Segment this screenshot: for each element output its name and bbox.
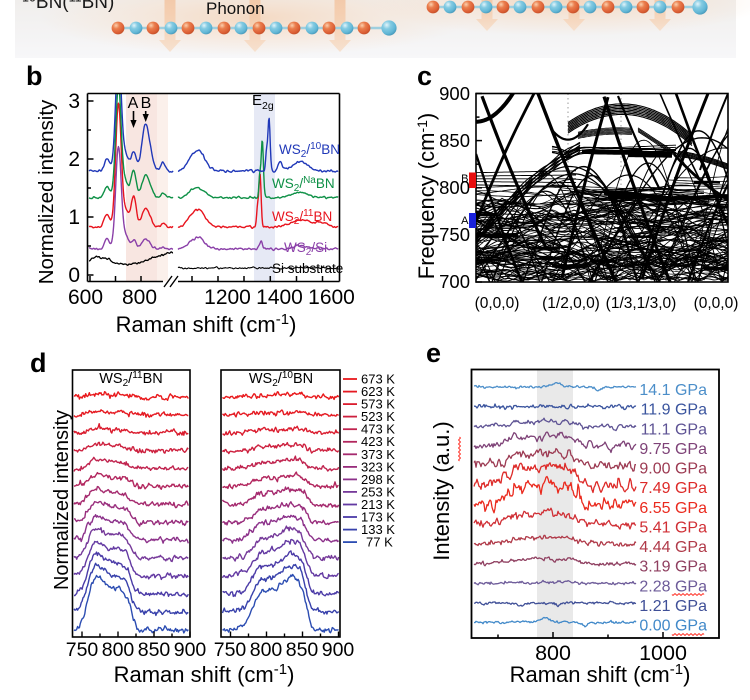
- svg-text:133 K: 133 K: [361, 522, 395, 537]
- svg-text:(1/3,1/3,0): (1/3,1/3,0): [606, 295, 677, 312]
- svg-text:298 K: 298 K: [361, 472, 395, 487]
- svg-text:(0,0,0): (0,0,0): [694, 295, 739, 312]
- svg-text:0: 0: [68, 264, 80, 287]
- svg-text:800: 800: [535, 641, 571, 665]
- svg-text:900: 900: [174, 639, 207, 661]
- svg-text:423 K: 423 K: [361, 434, 395, 449]
- svg-text:700: 700: [439, 271, 470, 292]
- svg-text:750: 750: [66, 639, 99, 661]
- svg-text:900: 900: [439, 83, 470, 104]
- svg-text:WS2/10BN: WS2/10BN: [279, 141, 340, 160]
- svg-text:B: B: [461, 173, 468, 185]
- svg-text:7.49 GPa: 7.49 GPa: [639, 480, 707, 497]
- svg-text:600: 600: [68, 286, 103, 309]
- svg-text:850: 850: [138, 639, 171, 661]
- svg-text:WS2/Si: WS2/Si: [284, 240, 327, 258]
- svg-text:A: A: [128, 95, 139, 112]
- svg-text:Raman shift (cm-1): Raman shift (cm-1): [114, 661, 295, 687]
- svg-text:523 K: 523 K: [361, 409, 395, 424]
- svg-text:14.1 GPa: 14.1 GPa: [639, 382, 707, 399]
- svg-text:Si substrate: Si substrate: [272, 261, 343, 276]
- svg-text:WS2/11BN: WS2/11BN: [99, 370, 163, 389]
- svg-text:573 K: 573 K: [361, 397, 395, 412]
- svg-text:2: 2: [68, 148, 80, 171]
- svg-text:1400: 1400: [256, 286, 303, 309]
- svg-text:800: 800: [102, 639, 135, 661]
- svg-text:Raman shift (cm-1): Raman shift (cm-1): [116, 311, 297, 337]
- svg-text:3.19 GPa: 3.19 GPa: [639, 559, 707, 576]
- svg-text:5.41 GPa: 5.41 GPa: [639, 519, 707, 536]
- svg-text:Raman shift (cm-1): Raman shift (cm-1): [510, 661, 691, 687]
- svg-text:Frequency (cm-1): Frequency (cm-1): [414, 113, 439, 280]
- svg-text:Normalized intensity: Normalized intensity: [51, 410, 73, 590]
- svg-text:900: 900: [322, 639, 355, 661]
- svg-text:673 K: 673 K: [361, 372, 395, 387]
- svg-text:2.28 GPa: 2.28 GPa: [639, 578, 707, 595]
- svg-text:b: b: [26, 61, 43, 91]
- svg-text:A: A: [461, 215, 469, 227]
- svg-text:WS2/10BN: WS2/10BN: [249, 370, 313, 389]
- svg-text:800: 800: [122, 286, 157, 309]
- svg-text:1000: 1000: [639, 641, 687, 665]
- svg-text:6.55 GPa: 6.55 GPa: [639, 500, 707, 517]
- svg-text:253 K: 253 K: [361, 484, 395, 499]
- svg-text:750: 750: [439, 224, 470, 245]
- svg-text:Intensity (a.u.): Intensity (a.u.): [429, 421, 454, 560]
- svg-text:B: B: [141, 95, 152, 112]
- svg-text:c: c: [417, 61, 432, 91]
- svg-text:800: 800: [439, 177, 470, 198]
- svg-text:3: 3: [68, 90, 80, 113]
- svg-text:Phonon: Phonon: [206, 0, 265, 18]
- svg-text:173 K: 173 K: [361, 510, 395, 525]
- svg-text:850: 850: [439, 130, 470, 151]
- svg-text:d: d: [30, 348, 47, 378]
- svg-text:e: e: [426, 338, 441, 368]
- svg-text:800: 800: [250, 639, 283, 661]
- svg-text:213 K: 213 K: [361, 497, 395, 512]
- svg-text:1: 1: [68, 206, 80, 229]
- svg-text:77 K: 77 K: [366, 535, 393, 550]
- svg-text:1.21 GPa: 1.21 GPa: [639, 598, 707, 615]
- svg-text:850: 850: [286, 639, 319, 661]
- svg-text:1600: 1600: [308, 286, 355, 309]
- svg-text:9.75 GPa: 9.75 GPa: [639, 441, 707, 458]
- svg-text:10BN(11BN): 10BN(11BN): [22, 0, 114, 13]
- svg-text:(0,0,0): (0,0,0): [475, 295, 520, 312]
- svg-text:(1/2,0,0): (1/2,0,0): [542, 295, 600, 312]
- svg-text:4.44 GPa: 4.44 GPa: [639, 539, 707, 556]
- svg-text:11.1 GPa: 11.1 GPa: [641, 421, 708, 438]
- svg-text:623 K: 623 K: [361, 384, 395, 399]
- svg-text:WS2/NaBN: WS2/NaBN: [272, 175, 335, 194]
- svg-text:323 K: 323 K: [361, 459, 395, 474]
- svg-text:750: 750: [214, 639, 247, 661]
- svg-text:373 K: 373 K: [361, 447, 395, 462]
- svg-text:0.00 GPa: 0.00 GPa: [639, 618, 707, 635]
- svg-text:9.00 GPa: 9.00 GPa: [639, 461, 707, 478]
- svg-text:WS2/11BN: WS2/11BN: [272, 208, 332, 227]
- svg-text:1200: 1200: [204, 286, 251, 309]
- svg-text:473 K: 473 K: [361, 422, 395, 437]
- svg-text:11.9 GPa: 11.9 GPa: [641, 402, 708, 419]
- svg-text:Normalized intensity: Normalized intensity: [35, 99, 58, 284]
